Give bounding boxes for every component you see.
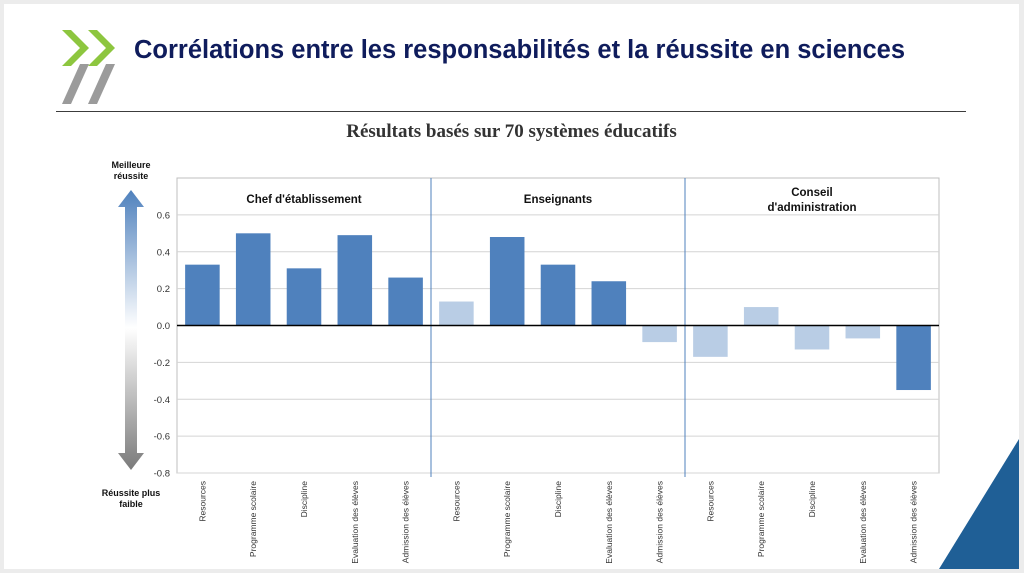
y-tick-label: -0.2: [154, 358, 170, 369]
category-label: Admission des élèves: [401, 481, 411, 563]
category-label: Programme scolaire: [756, 481, 766, 557]
bar-group2-2: [489, 237, 525, 326]
bar-group3-2: [743, 307, 779, 326]
y-tick-label: -0.6: [154, 432, 170, 443]
arrow-down-icon: [118, 328, 144, 470]
bar-group2-4: [591, 281, 627, 326]
y-tick-label: 0.6: [157, 210, 170, 221]
slide-title: Corrélations entre les responsabilités e…: [134, 36, 906, 64]
bar-group2-1: [439, 301, 474, 326]
y-tick-label: -0.4: [154, 395, 170, 406]
category-label: Admission des élèves: [909, 481, 919, 563]
category-label: Discipline: [553, 481, 563, 518]
category-label: Resources: [705, 481, 715, 522]
category-label: Programme scolaire: [248, 481, 258, 557]
chart-title: Résultats basés sur 70 systèmes éducatif…: [346, 121, 677, 142]
category-label: Evaluation des élèves: [858, 481, 868, 564]
group-label: Chef d'établissement: [246, 194, 361, 206]
category-label: Resources: [451, 481, 461, 522]
bar-group2-5: [642, 325, 677, 343]
bar-group3-5: [896, 325, 931, 391]
bar-group3-1: [693, 325, 728, 357]
y-tick-label: -0.8: [154, 469, 170, 480]
category-label: Programme scolaire: [502, 481, 512, 557]
arrow-up-icon: [118, 190, 144, 328]
bar-group1-2: [235, 233, 271, 326]
slide: Corrélations entre les responsabilités e…: [4, 4, 1019, 569]
y-axis-top-label: Meilleure: [111, 160, 150, 170]
y-tick-label: 0.2: [157, 284, 170, 295]
category-label: Evaluation des élèves: [604, 481, 614, 564]
group-label: Enseignants: [524, 194, 592, 206]
category-label: Resources: [197, 481, 207, 522]
category-label: Evaluation des élèves: [350, 481, 360, 564]
bar-group3-4: [845, 325, 881, 339]
y-tick-label: 0.4: [157, 247, 170, 258]
bar-group1-5: [388, 277, 423, 326]
group-label: Conseil: [791, 187, 833, 199]
bar-group1-3: [286, 268, 322, 326]
corner-accent: [939, 439, 1019, 569]
oecd-logo-icon: [62, 30, 115, 104]
bar-chart: -0.8 -0.6 -0.4 -0.2 0.0 0.2 0.4 0.6 Resources Pro…: [102, 160, 940, 564]
category-label: Discipline: [299, 481, 309, 518]
category-label: Discipline: [807, 481, 817, 518]
group-label: d'administration: [768, 202, 857, 214]
bar-group2-3: [540, 264, 576, 326]
y-axis-bottom-label: Réussite plus: [102, 488, 161, 498]
category-label: Admission des élèves: [655, 481, 665, 563]
bar-group1-4: [337, 235, 373, 326]
bar-group1-1: [185, 264, 220, 326]
bar-group3-3: [794, 325, 830, 350]
title-divider: [56, 111, 966, 112]
y-axis-bottom-label: faible: [119, 499, 143, 509]
y-tick-label: 0.0: [157, 321, 170, 332]
y-axis-top-label: réussite: [114, 171, 149, 181]
